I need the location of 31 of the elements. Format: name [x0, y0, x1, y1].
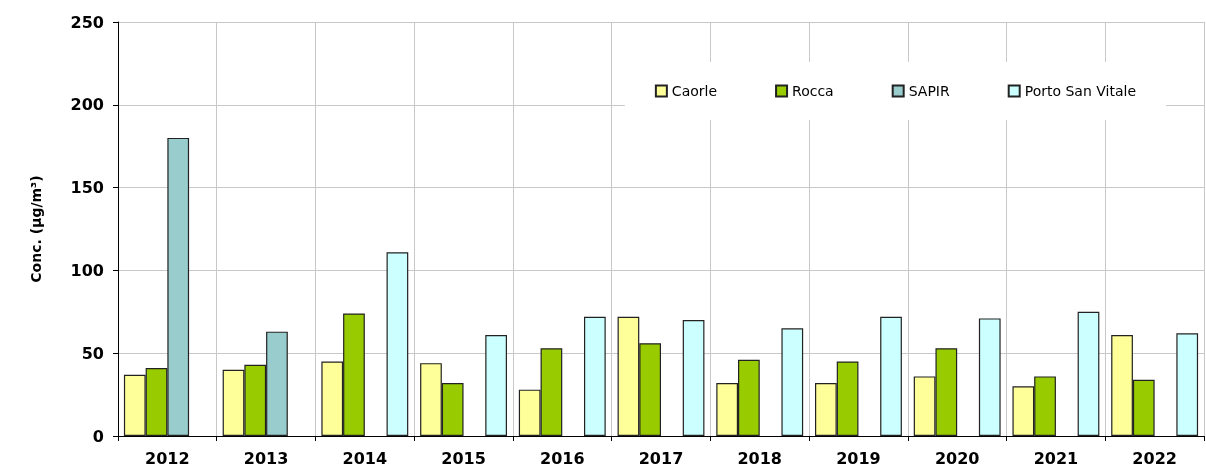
- y-tick-label: 250: [70, 12, 104, 32]
- legend-label: Porto San Vitale: [1024, 83, 1137, 99]
- y-tick-label: 150: [70, 178, 104, 198]
- y-tick-label: 200: [70, 95, 104, 115]
- y-axis-title: Conc. (µg/m³): [28, 175, 44, 283]
- x-tick-label: 2014: [342, 448, 388, 468]
- bar: [978, 318, 1001, 436]
- bar: [386, 252, 409, 436]
- x-tick-label: 2013: [243, 448, 289, 468]
- legend-label: SAPIR: [908, 83, 950, 99]
- bar: [1176, 333, 1199, 436]
- x-tick-label: 2022: [1132, 448, 1177, 468]
- legend-label: Caorle: [671, 83, 718, 99]
- x-tick-label: 2012: [145, 448, 190, 468]
- x-tick-label: 2020: [934, 448, 980, 468]
- legend-label: Rocca: [792, 83, 834, 99]
- x-tick-label: 2015: [441, 448, 486, 468]
- bar: [781, 328, 804, 436]
- y-tick-label: 100: [70, 260, 104, 280]
- x-tick-label: 2017: [638, 448, 684, 468]
- bar: [682, 320, 705, 436]
- bar: [583, 316, 606, 436]
- x-tick-label: 2021: [1033, 448, 1079, 468]
- bar: [485, 334, 507, 436]
- x-tick-label: 2019: [836, 448, 881, 468]
- bar: [1077, 311, 1100, 436]
- x-tick-label: 2016: [540, 448, 585, 468]
- bar: [880, 316, 902, 436]
- y-tick-label: 0: [92, 426, 104, 446]
- x-tick-label: 2018: [737, 448, 782, 468]
- y-tick-label: 50: [81, 343, 104, 363]
